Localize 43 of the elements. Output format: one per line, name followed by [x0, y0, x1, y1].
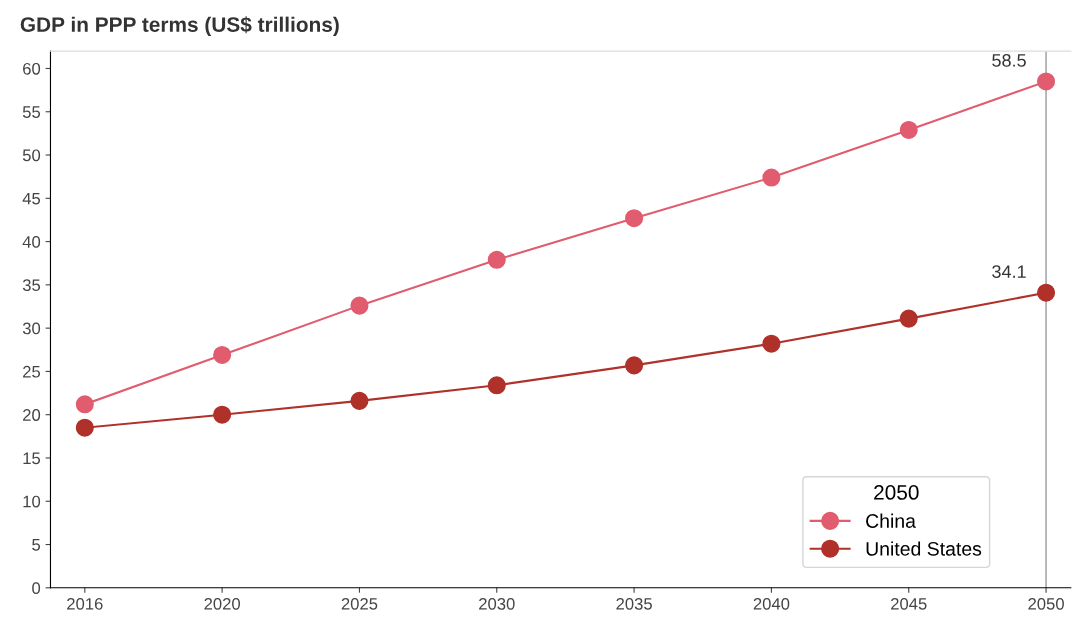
x-tick-label: 2040 [753, 597, 790, 610]
y-tick-label: 10 [23, 495, 41, 508]
y-tick-label: 30 [22, 322, 41, 335]
y-tick-label: 15 [23, 452, 41, 465]
point [762, 168, 781, 187]
y-tick-label: 40 [22, 235, 41, 248]
y-tick-label: 45 [22, 192, 41, 205]
data-label: 58.5 [992, 54, 1026, 67]
y-tick-label: 50 [22, 149, 41, 162]
data-label: 34.1 [992, 265, 1026, 278]
point [350, 391, 369, 410]
point [899, 120, 918, 139]
y-tick-label: 60 [23, 62, 41, 75]
y-tick-label: 0 [32, 582, 41, 595]
x-tick-label: 2025 [341, 597, 378, 610]
y-tick-label: 55 [22, 106, 41, 118]
point [487, 250, 506, 269]
point [762, 334, 781, 353]
y-tick-label: 35 [22, 279, 41, 292]
point [213, 345, 232, 365]
point [75, 395, 94, 414]
point [213, 405, 232, 424]
y-tick-label: 20 [23, 409, 41, 421]
point [487, 376, 506, 395]
x-tick-label: 2016 [67, 597, 103, 610]
chart-title: GDP in PPP terms (US$ trillions) [20, 16, 339, 37]
legend-title: 2050 [874, 485, 919, 500]
point [1037, 283, 1056, 302]
x-tick-label: 2035 [616, 597, 652, 610]
point [350, 296, 369, 315]
legend-label: China [866, 513, 916, 528]
point [899, 309, 918, 328]
y-tick-label: 5 [32, 539, 41, 551]
x-tick-label: 2045 [891, 597, 927, 610]
y-tick-label: 25 [23, 365, 41, 378]
x-tick-label: 2020 [204, 597, 241, 610]
point [75, 418, 94, 437]
point [1037, 72, 1056, 91]
legend-label: United States [866, 541, 982, 556]
point [625, 209, 644, 228]
x-tick-label: 2030 [479, 597, 515, 610]
x-tick-label: 2050 [1028, 597, 1064, 610]
point [625, 356, 644, 375]
